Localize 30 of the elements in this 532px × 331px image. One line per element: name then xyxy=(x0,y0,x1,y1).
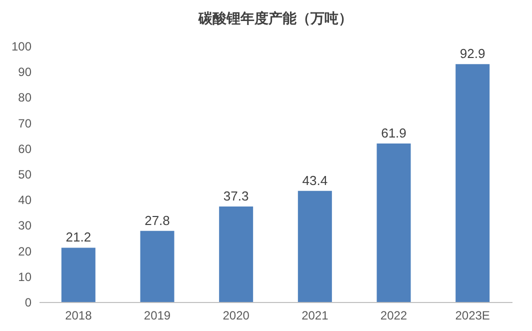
y-tick-label: 30 xyxy=(18,218,32,233)
y-tick-label: 40 xyxy=(18,193,32,208)
bar xyxy=(298,190,332,302)
y-tick-label: 10 xyxy=(18,270,32,284)
data-label: 43.4 xyxy=(302,172,328,188)
y-tick-label: 0 xyxy=(24,296,32,310)
bar xyxy=(456,64,490,302)
x-tick-label: 2019 xyxy=(144,308,171,322)
y-tick-label: 90 xyxy=(18,65,32,80)
data-label: 37.3 xyxy=(223,188,249,204)
data-label: 27.8 xyxy=(144,212,170,228)
chart-title: 碳酸锂年度产能（万吨） xyxy=(198,10,352,26)
bar xyxy=(376,144,411,302)
y-tick-label: 100 xyxy=(11,40,32,54)
x-tick-label: 2020 xyxy=(222,308,250,322)
x-tick-label: 2021 xyxy=(302,308,329,322)
bar xyxy=(140,230,174,302)
y-tick-label: 50 xyxy=(18,168,32,182)
data-label: 21.2 xyxy=(66,230,92,245)
bar xyxy=(219,206,254,302)
data-label: 92.9 xyxy=(460,46,486,62)
y-tick-label: 80 xyxy=(18,90,32,105)
x-tick-label: 2023E xyxy=(455,308,490,322)
y-tick-label: 60 xyxy=(18,142,32,156)
x-tick-label: 2022 xyxy=(380,308,408,322)
y-tick-label: 20 xyxy=(18,244,32,258)
data-label: 61.9 xyxy=(381,126,406,141)
x-tick-label: 2018 xyxy=(65,308,92,322)
y-tick-label: 70 xyxy=(18,116,32,130)
bar xyxy=(61,248,96,302)
